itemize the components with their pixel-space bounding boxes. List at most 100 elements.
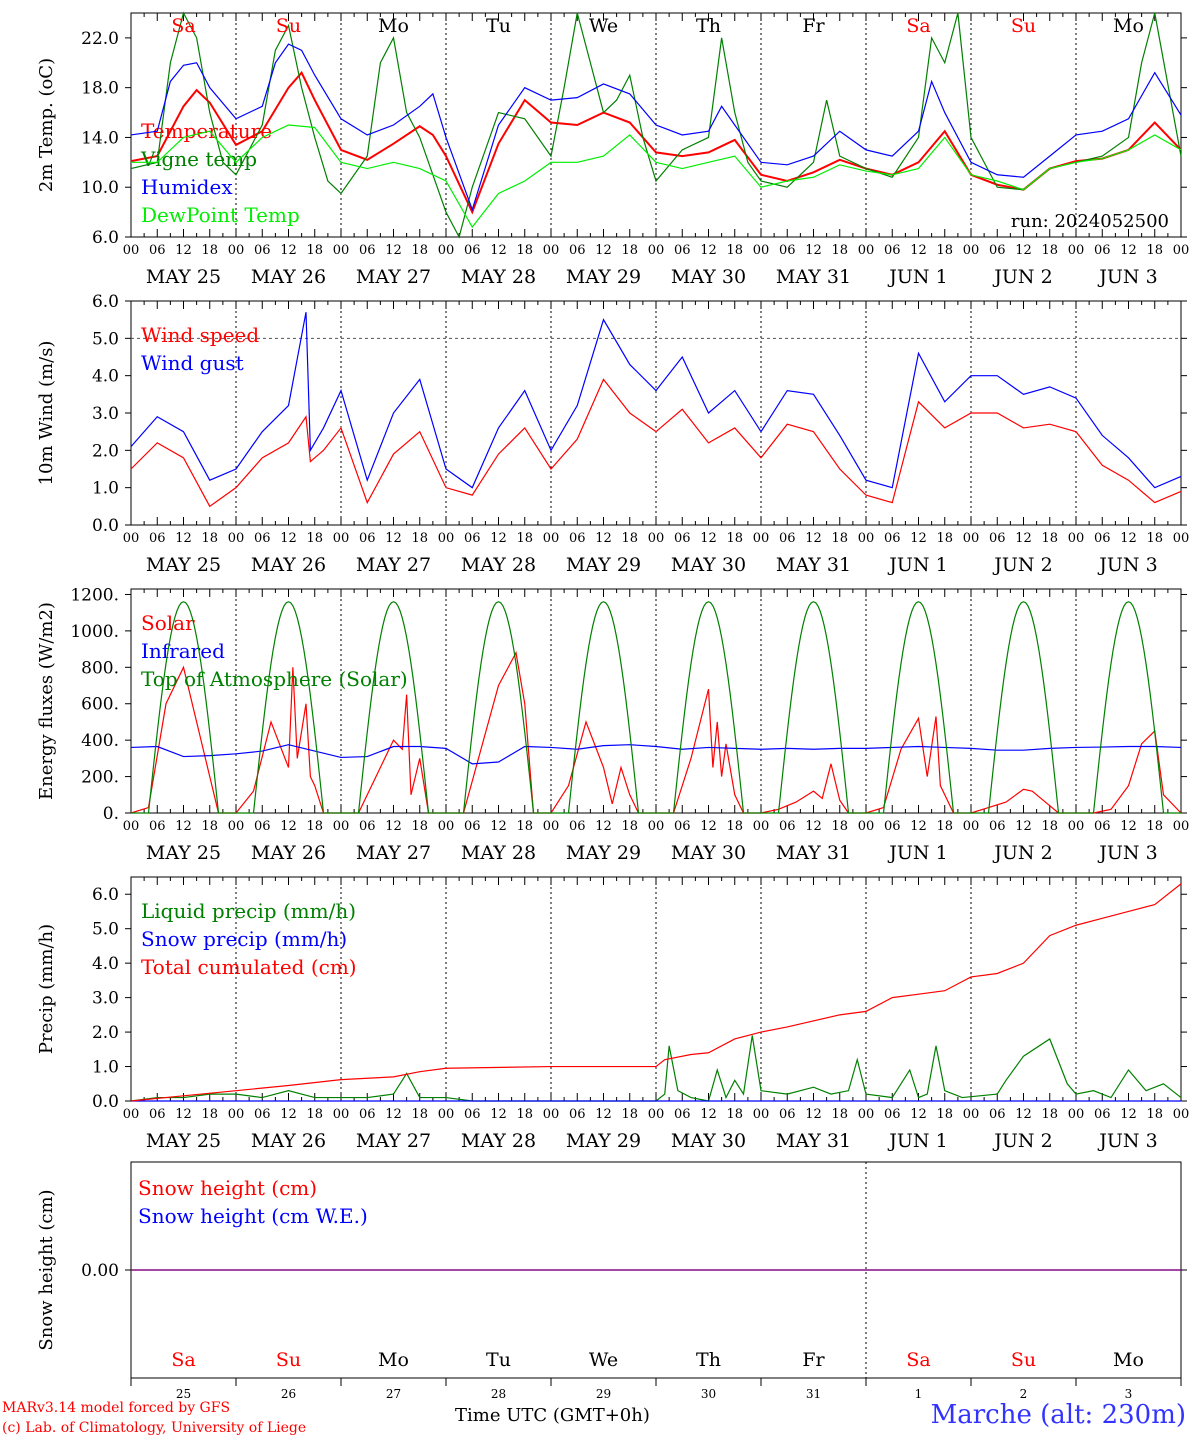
hour-tick-label: 12 (385, 243, 402, 258)
weekday-label: We (589, 15, 618, 37)
y-tick-label: 600. (81, 695, 119, 715)
day-number-label: 2 (1020, 1387, 1028, 1400)
legend-entry: Top of Atmosphere (Solar) (141, 667, 408, 691)
day-label: JUN 3 (1097, 1130, 1157, 1152)
hour-tick-label: 06 (674, 243, 691, 258)
hour-tick-label: 18 (726, 243, 743, 258)
weekday-label: Sa (906, 15, 930, 37)
day-label: JUN 1 (887, 266, 947, 288)
series-line (130, 70, 1182, 215)
day-number-label: 3 (1125, 1387, 1133, 1400)
hour-tick-label: 12 (805, 1107, 822, 1122)
hour-tick-label: 18 (201, 243, 218, 258)
hour-tick-label: 00 (648, 819, 665, 834)
meteogram-chart: 00 06 12 18 00 06 12 18 00 06 12 18 00 06 12 18 00 06 12 18… (36, 11, 1190, 1400)
hour-tick-label: 06 (359, 243, 376, 258)
day-label: MAY 31 (776, 554, 851, 576)
hour-tick-label: 12 (490, 243, 507, 258)
hour-tick-label: 18 (831, 243, 848, 258)
hour-tick-label: 00 (858, 531, 875, 546)
hour-tick-label: 00 (333, 819, 350, 834)
y-tick-label: 14.0 (81, 128, 119, 148)
hour-tick-label: 12 (385, 819, 402, 834)
weekday-label-bottom: Sa (171, 1349, 195, 1371)
hour-tick-label: 00 (333, 1107, 350, 1122)
hour-tick-label: 06 (464, 1107, 481, 1122)
hour-tick-label: 06 (884, 243, 901, 258)
hour-tick-label: 06 (149, 243, 166, 258)
hour-tick-label: 00 (228, 243, 245, 258)
weekday-label-bottom: Tu (486, 1349, 511, 1371)
y-tick-label: 4.0 (92, 954, 119, 974)
hour-tick-label: 12 (175, 1107, 192, 1122)
day-label: MAY 29 (566, 842, 641, 864)
lab-credit: (c) Lab. of Climatology, University of L… (2, 1420, 307, 1436)
hour-tick-label: 18 (1146, 819, 1163, 834)
hour-tick-label: 00 (648, 243, 665, 258)
hour-tick-label: 12 (385, 531, 402, 546)
hour-tick-label: 00 (1173, 531, 1190, 546)
hour-tick-label: 06 (884, 531, 901, 546)
day-label: MAY 28 (461, 554, 536, 576)
hour-tick-label: 06 (254, 1107, 271, 1122)
day-label: MAY 31 (776, 1130, 851, 1152)
hour-tick-label: 18 (516, 531, 533, 546)
legend-entry: DewPoint Temp (141, 203, 300, 227)
hour-tick-label: 12 (490, 531, 507, 546)
hour-tick-label: 12 (910, 243, 927, 258)
hour-tick-label: 00 (543, 531, 560, 546)
hour-tick-label: 06 (569, 243, 586, 258)
day-label: MAY 28 (461, 266, 536, 288)
hour-tick-label: 12 (1120, 243, 1137, 258)
y-tick-label: 400. (81, 731, 119, 751)
hour-tick-label: 00 (1068, 1107, 1085, 1122)
day-label: JUN 3 (1097, 842, 1157, 864)
legend-entry: Vigne temp (140, 147, 257, 171)
day-label: MAY 29 (566, 1130, 641, 1152)
y-tick-label: 0. (103, 804, 119, 824)
legend-entry: Liquid precip (mm/h) (141, 899, 356, 923)
y-tick-label: 1000. (70, 622, 119, 642)
day-label: MAY 27 (356, 266, 431, 288)
hour-tick-label: 06 (359, 1107, 376, 1122)
hour-tick-label: 12 (280, 1107, 297, 1122)
hour-tick-label: 00 (543, 1107, 560, 1122)
hour-tick-label: 18 (831, 1107, 848, 1122)
day-label: MAY 30 (671, 266, 746, 288)
y-tick-label: 6.0 (92, 885, 119, 905)
hour-tick-label: 06 (884, 1107, 901, 1122)
legend-entry: Solar (141, 611, 195, 635)
legend-entry: Snow height (cm) (138, 1176, 317, 1200)
hour-tick-label: 12 (385, 1107, 402, 1122)
hour-tick-label: 00 (858, 1107, 875, 1122)
hour-tick-label: 18 (936, 1107, 953, 1122)
hour-tick-label: 00 (123, 531, 140, 546)
hour-tick-label: 00 (1068, 243, 1085, 258)
hour-tick-label: 00 (1173, 819, 1190, 834)
hour-tick-label: 06 (779, 819, 796, 834)
y-tick-label: 5.0 (92, 920, 119, 940)
weekday-label: Fr (802, 15, 825, 37)
legend-entry: Humidex (141, 175, 233, 199)
hour-tick-label: 00 (648, 1107, 665, 1122)
hour-tick-label: 06 (989, 819, 1006, 834)
series-line (130, 312, 1182, 489)
hour-tick-label: 18 (306, 819, 323, 834)
day-label: JUN 3 (1097, 554, 1157, 576)
hour-tick-label: 00 (1173, 1107, 1190, 1122)
hour-tick-label: 06 (464, 531, 481, 546)
hour-tick-label: 18 (1041, 1107, 1058, 1122)
hour-tick-label: 00 (123, 1107, 140, 1122)
hour-tick-label: 12 (700, 819, 717, 834)
y-tick-label: 6.0 (92, 228, 119, 248)
y-tick-label: 0.0 (92, 1092, 119, 1112)
time-axis-label: Time UTC (GMT+0h) (455, 1405, 650, 1426)
hour-tick-label: 12 (595, 1107, 612, 1122)
y-tick-label: 2.0 (92, 1023, 119, 1043)
hour-tick-label: 12 (175, 819, 192, 834)
day-label: JUN 3 (1097, 266, 1157, 288)
hour-tick-label: 00 (858, 243, 875, 258)
hour-tick-label: 18 (1041, 819, 1058, 834)
y-tick-label: 1.0 (92, 1058, 119, 1078)
hour-tick-label: 00 (753, 243, 770, 258)
